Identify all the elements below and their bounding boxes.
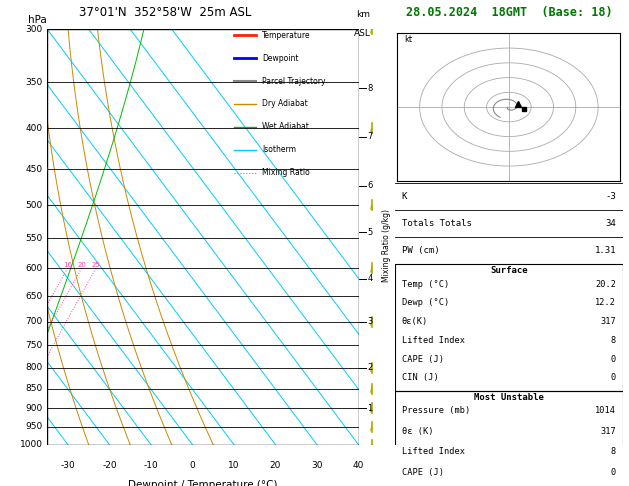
Text: 30: 30 (311, 461, 323, 470)
Text: Most Unstable: Most Unstable (474, 393, 544, 402)
Text: Parcel Trajectory: Parcel Trajectory (262, 77, 326, 86)
Text: 750: 750 (25, 341, 43, 350)
Text: Temperature: Temperature (262, 31, 311, 40)
Text: 350: 350 (25, 78, 43, 87)
Text: -10: -10 (143, 461, 159, 470)
Text: 25: 25 (91, 262, 100, 268)
Text: θε (K): θε (K) (402, 427, 433, 436)
Text: 8: 8 (611, 447, 616, 456)
Text: CAPE (J): CAPE (J) (402, 468, 444, 477)
Text: 1.31: 1.31 (594, 246, 616, 255)
Text: 8: 8 (367, 84, 372, 93)
Text: 10: 10 (228, 461, 240, 470)
Text: 20: 20 (77, 262, 86, 268)
Text: km: km (355, 10, 370, 19)
Text: -3: -3 (605, 192, 616, 201)
Text: 2: 2 (367, 363, 372, 372)
Text: 400: 400 (25, 124, 43, 133)
Text: Mixing Ratio: Mixing Ratio (262, 168, 309, 177)
Text: PW (cm): PW (cm) (402, 246, 440, 255)
Text: CAPE (J): CAPE (J) (402, 354, 444, 364)
Text: 6: 6 (367, 181, 372, 190)
Text: 5: 5 (367, 227, 372, 237)
Text: CIN (J): CIN (J) (402, 373, 438, 382)
Text: 20.2: 20.2 (595, 280, 616, 289)
Text: 40: 40 (353, 461, 364, 470)
Text: 317: 317 (600, 317, 616, 326)
Text: Lifted Index: Lifted Index (402, 447, 465, 456)
Text: hPa: hPa (28, 15, 47, 25)
Text: -30: -30 (60, 461, 75, 470)
Text: 650: 650 (25, 292, 43, 300)
Text: Totals Totals: Totals Totals (402, 219, 472, 228)
Text: 7: 7 (367, 133, 372, 141)
Text: Dewpoint: Dewpoint (262, 54, 299, 63)
Text: 3: 3 (367, 317, 372, 326)
Text: 600: 600 (25, 264, 43, 273)
Text: 0: 0 (189, 461, 196, 470)
Text: 16: 16 (63, 262, 72, 268)
Text: Dewp (°C): Dewp (°C) (402, 298, 449, 308)
Text: Mixing Ratio (g/kg): Mixing Ratio (g/kg) (382, 208, 391, 282)
Text: 1014: 1014 (595, 406, 616, 416)
Text: 950: 950 (25, 422, 43, 432)
Text: Wet Adiabat: Wet Adiabat (262, 122, 309, 131)
Text: 20: 20 (270, 461, 281, 470)
Text: 317: 317 (600, 427, 616, 436)
Text: 8: 8 (611, 336, 616, 345)
Text: 4: 4 (367, 274, 372, 283)
Text: 500: 500 (25, 201, 43, 210)
Text: K: K (402, 192, 407, 201)
Text: 850: 850 (25, 384, 43, 393)
Text: 37°01'N  352°58'W  25m ASL: 37°01'N 352°58'W 25m ASL (79, 6, 252, 19)
Text: 700: 700 (25, 317, 43, 326)
Text: Pressure (mb): Pressure (mb) (402, 406, 470, 416)
Text: Surface: Surface (490, 266, 528, 275)
Text: 28.05.2024  18GMT  (Base: 18): 28.05.2024 18GMT (Base: 18) (406, 6, 612, 19)
Text: 800: 800 (25, 363, 43, 372)
Text: 900: 900 (25, 404, 43, 413)
Text: θε(K): θε(K) (402, 317, 428, 326)
Text: 450: 450 (25, 165, 43, 174)
Text: 1000: 1000 (19, 440, 43, 449)
Text: 1LCL: 1LCL (359, 422, 377, 432)
Text: 0: 0 (611, 373, 616, 382)
Text: ASL: ASL (354, 29, 371, 38)
Text: Dewpoint / Temperature (°C): Dewpoint / Temperature (°C) (128, 480, 277, 486)
Text: 0: 0 (611, 354, 616, 364)
Text: 0: 0 (611, 468, 616, 477)
Text: 34: 34 (605, 219, 616, 228)
Text: 12.2: 12.2 (595, 298, 616, 308)
Text: 550: 550 (25, 234, 43, 243)
Text: Isotherm: Isotherm (262, 145, 296, 154)
Text: 300: 300 (25, 25, 43, 34)
Text: 1: 1 (367, 404, 372, 413)
Text: Lifted Index: Lifted Index (402, 336, 465, 345)
Text: Dry Adiabat: Dry Adiabat (262, 100, 308, 108)
Text: -20: -20 (102, 461, 117, 470)
Text: Temp (°C): Temp (°C) (402, 280, 449, 289)
